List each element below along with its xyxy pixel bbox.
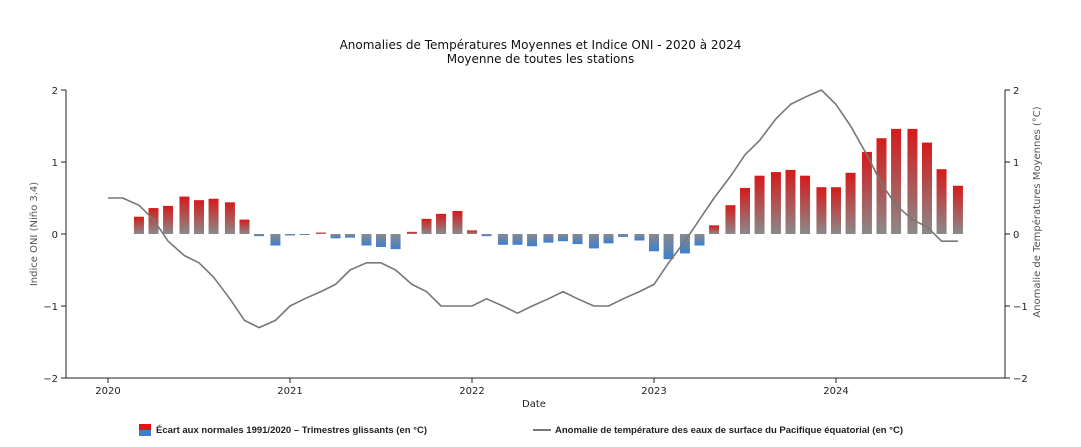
- temperature-bar: [133, 216, 144, 234]
- x-tick-label: 2024: [823, 386, 848, 397]
- temperature-bar: [254, 234, 265, 237]
- y-tick-label-left: −1: [43, 302, 58, 313]
- y-tick-label-left: −2: [43, 374, 58, 385]
- temperature-bar: [572, 234, 583, 245]
- temperature-bar: [663, 234, 674, 260]
- temperature-bar: [861, 151, 872, 234]
- temperature-bar: [725, 205, 736, 234]
- temperature-bar: [376, 234, 386, 247]
- y-axis-label-right: Anomalie de Températures Moyennes (°C): [1031, 106, 1043, 317]
- temperature-bar: [679, 234, 690, 254]
- temperature-bar: [785, 169, 796, 234]
- temperature-bar: [421, 218, 432, 234]
- temperature-bar: [330, 234, 341, 239]
- temperature-bar: [285, 234, 295, 236]
- y-tick-label-left: 1: [52, 158, 58, 169]
- legend-line-swatch: [533, 429, 551, 431]
- y-tick-label-right: −2: [1013, 374, 1028, 385]
- temperature-bar: [831, 187, 841, 234]
- temperature-bar: [952, 185, 963, 234]
- oni-line: [108, 89, 958, 329]
- temperature-bar: [740, 187, 750, 234]
- temperature-bar: [694, 234, 705, 246]
- temperature-bar: [876, 138, 887, 234]
- x-tick-label: 2020: [95, 386, 120, 397]
- temperature-bar: [649, 234, 659, 252]
- temperature-bar: [816, 187, 827, 234]
- temperature-bar: [467, 230, 477, 234]
- temperature-bar: [891, 128, 902, 234]
- x-axis-label: Date: [522, 399, 546, 410]
- temperature-bar: [239, 219, 250, 234]
- temperature-bar: [936, 169, 947, 234]
- temperature-bar: [163, 205, 174, 234]
- temperature-bar: [315, 232, 326, 234]
- temperature-bar: [512, 234, 523, 245]
- temperature-bar: [588, 234, 599, 249]
- y-axis-label-left: Indice ONI (Niño 3.4): [29, 182, 40, 286]
- legend-bar-swatch: [139, 424, 151, 436]
- chart-subtitle: Moyenne de toutes les stations: [446, 52, 635, 66]
- temperature-bar: [845, 172, 856, 234]
- temperature-bar: [148, 208, 159, 234]
- temperature-bar: [481, 234, 492, 237]
- temperature-bar: [543, 234, 554, 243]
- y-tick-label-right: −1: [1013, 302, 1028, 313]
- y-tick-label-left: 0: [52, 230, 58, 241]
- temperature-bar: [406, 231, 417, 234]
- temperature-bar: [709, 225, 720, 234]
- temperature-bar: [634, 234, 645, 241]
- temperature-bar: [800, 175, 811, 234]
- temperature-bar: [208, 198, 219, 234]
- temperature-bar: [224, 202, 235, 234]
- x-tick-label: 2022: [459, 386, 484, 397]
- temperature-bar: [558, 234, 568, 242]
- y-tick-label-right: 1: [1013, 158, 1019, 169]
- temperature-bar: [770, 172, 781, 234]
- temperature-bar: [618, 234, 629, 237]
- y-tick-label-right: 2: [1013, 86, 1019, 97]
- temperature-bar: [436, 213, 447, 234]
- temperature-bar: [345, 234, 356, 238]
- temperature-bar: [270, 234, 281, 246]
- temperature-bar: [907, 128, 918, 234]
- chart-title: Anomalies de Températures Moyennes et In…: [339, 38, 742, 52]
- temperature-bar: [452, 210, 463, 234]
- temperature-bar: [194, 200, 204, 234]
- temperature-bar: [527, 234, 538, 247]
- temperature-bar: [299, 234, 310, 235]
- x-tick-label: 2023: [641, 386, 666, 397]
- y-tick-label-left: 2: [52, 86, 58, 97]
- legend-line-label: Anomalie de température des eaux de surf…: [555, 425, 904, 436]
- y-tick-label-right: 0: [1013, 230, 1019, 241]
- temperature-bar: [603, 234, 614, 244]
- temperature-bar: [361, 234, 372, 246]
- x-tick-label: 2021: [277, 386, 302, 397]
- temperature-bar: [754, 175, 765, 234]
- temperature-bar: [390, 234, 401, 250]
- legend-bar-label: Écart aux normales 1991/2020 – Trimestre…: [156, 425, 427, 436]
- temperature-bar: [497, 234, 508, 245]
- temperature-bar: [922, 142, 932, 234]
- temperature-bar: [179, 196, 190, 234]
